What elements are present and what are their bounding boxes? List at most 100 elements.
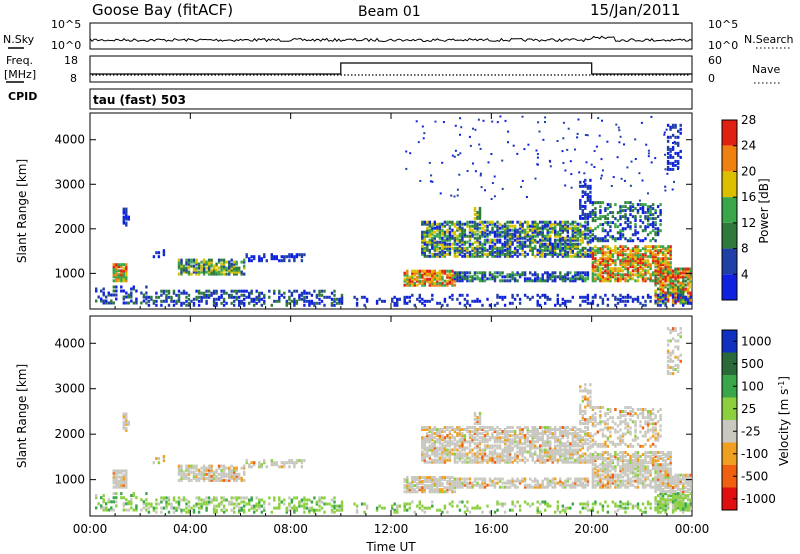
power-cell [634, 279, 637, 283]
velocity-cell [453, 428, 457, 431]
velocity-cell [468, 456, 472, 460]
power-cell [601, 257, 605, 261]
velocity-cell [145, 498, 148, 502]
power-cell [576, 242, 579, 246]
velocity-cell [513, 444, 517, 448]
power-cell [112, 301, 115, 305]
power-cell [619, 253, 622, 257]
velocity-cell [511, 440, 514, 444]
power-cell [275, 255, 278, 259]
velocity-cell [207, 472, 211, 476]
velocity-cell [526, 485, 529, 489]
velocity-cell [446, 426, 449, 429]
power-cell [559, 242, 562, 246]
velocity-cell [544, 430, 547, 433]
velocity-cell [421, 490, 424, 494]
power-cell [621, 209, 625, 213]
power-cell [222, 268, 226, 272]
velocity-cell [195, 476, 198, 480]
power-cell [687, 289, 690, 293]
velocity-cell [228, 500, 231, 504]
power-cell [426, 273, 429, 277]
power-cell [654, 265, 657, 269]
velocity-cell [413, 476, 416, 479]
power-cell [523, 232, 527, 236]
velocity-cell [549, 442, 552, 446]
velocity-cell [431, 432, 434, 436]
velocity-cell [225, 466, 228, 470]
power-cell [468, 220, 472, 224]
velocity-cell [564, 434, 567, 438]
velocity-cell [258, 498, 261, 502]
velocity-cell [165, 504, 168, 508]
velocity-cell [436, 460, 439, 464]
velocity-cell [513, 436, 517, 440]
velocity-cell [483, 485, 487, 489]
power-cell [621, 273, 625, 277]
power-cell [506, 273, 509, 277]
power-cell [671, 167, 675, 171]
power-cell [476, 275, 479, 279]
power-cell [468, 234, 472, 238]
power-cell [228, 295, 231, 299]
power-cell [654, 223, 657, 227]
velocity-cell [305, 506, 309, 510]
velocity-cell [534, 428, 537, 431]
velocity-cell [215, 510, 218, 514]
power-cell [599, 247, 602, 251]
velocity-cell [506, 460, 509, 464]
power-cell [581, 230, 584, 234]
power-cell [293, 259, 296, 263]
power-cell [488, 252, 492, 256]
velocity-cell [521, 448, 524, 452]
velocity-cell [411, 486, 414, 490]
power-cell [674, 271, 677, 275]
power-cell [408, 281, 411, 285]
power-cell [506, 230, 509, 234]
velocity-cell [233, 466, 236, 470]
velocity-cell [546, 454, 549, 458]
velocity-cell [243, 466, 246, 470]
velocity-cell [473, 430, 477, 433]
power-cell [669, 283, 672, 287]
velocity-cell [431, 430, 434, 433]
power-cell [498, 248, 502, 252]
power-cell [468, 226, 472, 230]
velocity-cell [584, 395, 587, 399]
power-cell [571, 228, 574, 232]
velocity-cell [233, 478, 236, 482]
power-cell [576, 273, 579, 277]
power-cell [618, 141, 621, 144]
velocity-cell [423, 456, 426, 460]
power-cell [461, 234, 464, 238]
power-cell [539, 303, 542, 307]
power-cell [127, 293, 130, 297]
power-cell [654, 289, 657, 293]
power-cell [659, 273, 662, 277]
power-cell [187, 301, 191, 305]
velocity-cell [423, 438, 426, 442]
velocity-cell [330, 510, 334, 514]
power-cell [689, 275, 692, 279]
power-cell [596, 259, 600, 263]
power-cell [431, 222, 434, 226]
power-cell [197, 272, 201, 276]
power-cell [636, 299, 640, 303]
power-cell [604, 237, 607, 241]
velocity-cell [441, 430, 444, 433]
power-cell [431, 254, 434, 258]
power-cell [549, 224, 552, 228]
power-cell [516, 271, 519, 275]
velocity-cell [122, 422, 125, 426]
velocity-cell [453, 442, 457, 446]
power-cell [591, 219, 595, 223]
power-cell [666, 251, 670, 255]
power-cell [654, 293, 657, 297]
power-cell [606, 265, 610, 269]
power-cell [483, 279, 487, 283]
velocity-cell [584, 389, 587, 393]
power-cell [666, 165, 670, 169]
velocity-cell [135, 496, 138, 500]
power-cell [238, 303, 241, 307]
power-cell [283, 259, 286, 263]
